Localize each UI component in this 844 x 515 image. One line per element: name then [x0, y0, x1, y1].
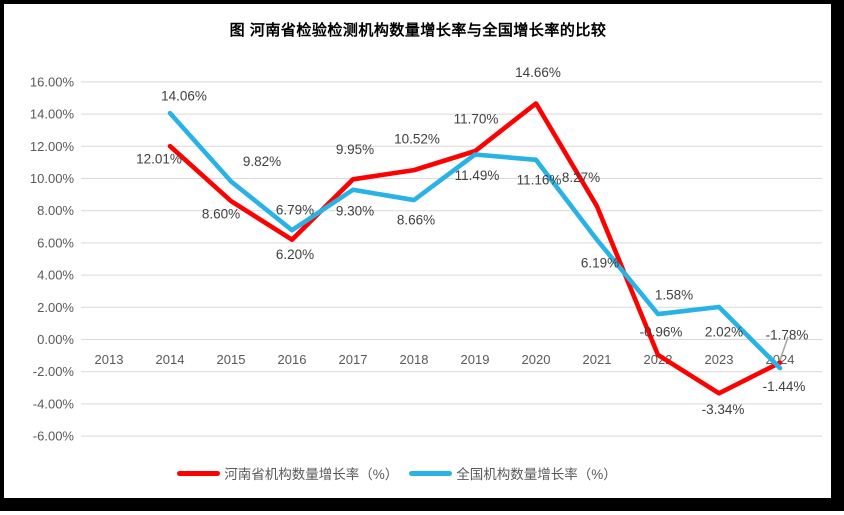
- legend-label-national: 全国机构数量增长率（%）: [456, 467, 617, 482]
- data-label: -1.44%: [763, 379, 806, 394]
- x-axis-label: 2013: [95, 352, 124, 367]
- x-axis-label: 2019: [461, 352, 490, 367]
- data-label: 6.79%: [276, 203, 314, 218]
- chart-legend: 河南省机构数量增长率（%） 全国机构数量增长率（%）: [4, 463, 834, 483]
- y-axis-tick-label: 16.00%: [30, 74, 75, 89]
- data-label: 14.66%: [515, 65, 561, 80]
- henan-series-line: [167, 101, 783, 396]
- y-axis-tick-label: 12.00%: [30, 139, 75, 154]
- data-label: 9.30%: [336, 203, 374, 218]
- data-label: 9.82%: [243, 154, 281, 169]
- y-axis-tick-label: -6.00%: [33, 429, 75, 444]
- x-axis-label: 2014: [156, 352, 185, 367]
- y-axis-tick-label: 0.00%: [37, 332, 74, 347]
- data-label: 8.60%: [202, 207, 240, 222]
- x-axis-label: 2022: [644, 352, 673, 367]
- x-axis-label: 2016: [278, 352, 307, 367]
- national-series-swatch: [409, 470, 453, 476]
- national-series-line: [167, 110, 783, 371]
- data-label: 9.95%: [336, 142, 374, 157]
- x-axis-label: 2020: [522, 352, 551, 367]
- data-label: 6.19%: [581, 255, 619, 270]
- y-axis-tick-label: 4.00%: [37, 268, 74, 283]
- data-label: 11.16%: [517, 172, 562, 187]
- data-label: -1.78%: [766, 328, 809, 343]
- data-label: 14.06%: [161, 89, 207, 104]
- x-axis-label: 2021: [583, 352, 612, 367]
- legend-item-national: 全国机构数量增长率（%）: [409, 463, 617, 483]
- y-axis-tick-label: 2.00%: [37, 300, 74, 315]
- data-label: 2.02%: [705, 324, 743, 339]
- data-label: 8.27%: [562, 170, 600, 185]
- y-axis-tick-label: 6.00%: [37, 235, 74, 250]
- x-axis-label: 2023: [705, 352, 734, 367]
- legend-label-henan: 河南省机构数量增长率（%）: [224, 467, 399, 482]
- data-label: 6.20%: [276, 247, 314, 262]
- chart-title: 图 河南省检验检测机构数量增长率与全国增长率的比较: [229, 22, 607, 39]
- x-axis-label: 2017: [339, 352, 368, 367]
- henan-series-swatch: [177, 470, 221, 476]
- x-axis-label: 2015: [217, 352, 246, 367]
- data-label: 11.49%: [455, 168, 500, 183]
- data-label: -3.34%: [702, 402, 745, 417]
- data-label: 8.66%: [397, 213, 435, 228]
- y-axis-tick-label: 10.00%: [30, 171, 75, 186]
- y-axis-tick-label: -2.00%: [33, 364, 75, 379]
- y-axis-tick-label: -4.00%: [33, 396, 75, 411]
- data-label: 10.52%: [394, 132, 440, 147]
- data-label: 1.58%: [655, 288, 693, 303]
- y-axis-tick-label: 8.00%: [37, 203, 74, 218]
- x-axis-label: 2018: [400, 352, 429, 367]
- y-axis-tick-label: 14.00%: [30, 107, 75, 122]
- data-label: 12.01%: [136, 152, 182, 167]
- data-label: -0.96%: [640, 324, 683, 339]
- legend-item-henan: 河南省机构数量增长率（%）: [177, 463, 398, 483]
- data-label: 11.70%: [454, 112, 499, 127]
- line-chart: 16.00% 14.00% 12.00% 10.00% 8.00% 6.00% 4.00% 2…: [30, 65, 822, 444]
